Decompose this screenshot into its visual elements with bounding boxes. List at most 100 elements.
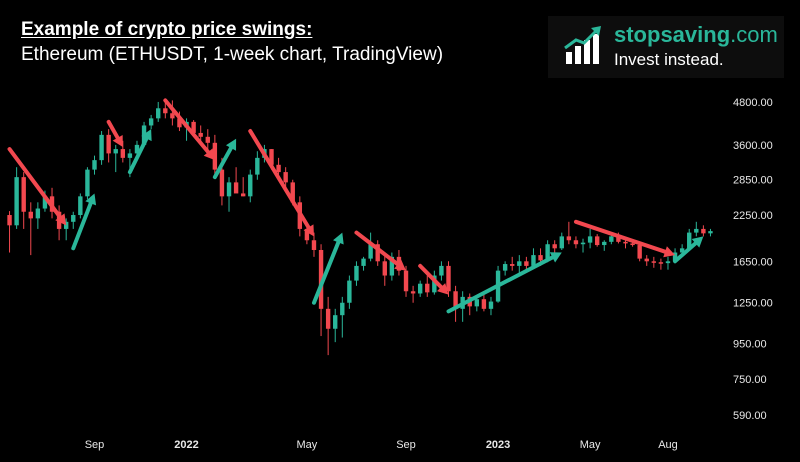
trend-arrow-down	[106, 119, 123, 147]
candle	[665, 256, 671, 270]
candle-body	[630, 243, 635, 246]
candle-body	[538, 255, 543, 261]
trend-arrow-shaft	[446, 253, 559, 314]
candle-body	[665, 261, 671, 264]
candle	[425, 275, 430, 297]
candle-body	[510, 264, 515, 266]
candle-body	[488, 301, 494, 309]
candle-body	[474, 299, 480, 307]
candle-body	[120, 149, 126, 158]
candle-body	[552, 244, 557, 249]
candle	[439, 261, 444, 281]
candle	[92, 155, 97, 175]
trend-arrow-head	[55, 213, 67, 226]
candle-body	[340, 302, 345, 316]
candle	[552, 240, 557, 253]
candle-body	[425, 283, 430, 293]
candle-body	[375, 244, 380, 262]
candle	[410, 285, 416, 303]
candle-body	[219, 169, 225, 197]
brand-name-main: stopsaving	[614, 22, 731, 47]
candle	[71, 211, 76, 229]
candle	[403, 265, 409, 297]
candle	[63, 218, 69, 241]
candle-body	[255, 157, 260, 175]
candle-body	[276, 164, 281, 173]
candle	[7, 211, 12, 253]
trend-arrow-head	[303, 224, 314, 237]
trend-arrow-shaft	[163, 98, 214, 158]
candle-body	[212, 142, 218, 170]
x-tick-label: Sep	[396, 439, 416, 451]
candle	[375, 240, 380, 266]
x-tick-label: 2022	[174, 439, 198, 451]
chart-subtitle: Ethereum (ETHUSDT, 1-week chart, Trading…	[21, 44, 444, 65]
candle	[531, 248, 536, 268]
trend-arrow-down	[573, 219, 676, 258]
candle	[602, 240, 607, 251]
candle-body	[71, 215, 76, 222]
brand-badge[interactable]: stopsaving.com Invest instead.	[548, 16, 784, 78]
trend-arrow-down	[7, 147, 67, 226]
candle	[382, 252, 387, 286]
candle-body	[502, 264, 508, 271]
trend-arrow-shaft	[673, 238, 701, 264]
candle	[354, 261, 359, 286]
candle-body	[28, 211, 33, 219]
candle-body	[226, 182, 232, 197]
candle	[644, 255, 649, 266]
candle	[148, 114, 154, 130]
y-tick-label: 2850.00	[733, 175, 773, 187]
candle	[325, 296, 331, 356]
candle	[594, 234, 600, 247]
trend-arrow-head	[691, 236, 704, 248]
candle-body	[616, 236, 621, 242]
x-axis: Sep 2022 May Sep 2023 May Aug	[85, 439, 678, 451]
candle-body	[573, 240, 579, 245]
candle-body	[170, 113, 175, 119]
bar-chart-growth-icon	[564, 26, 601, 64]
candle-body	[35, 208, 41, 219]
candle	[276, 157, 281, 175]
candle-body	[545, 244, 550, 261]
candle-body	[410, 291, 416, 294]
candle	[446, 261, 451, 297]
x-tick-label: 2023	[486, 439, 510, 451]
candle-body	[602, 241, 607, 246]
candle-body	[637, 245, 642, 259]
candle	[340, 296, 345, 338]
trend-arrow-up	[673, 236, 704, 264]
trend-arrow-head	[85, 193, 97, 206]
candle-body	[609, 236, 614, 242]
chart-title: Example of crypto price swings:	[21, 19, 313, 40]
trend-arrow-shaft	[212, 142, 236, 180]
trend-arrow-head	[203, 148, 215, 161]
candle-body	[85, 169, 90, 197]
brand-name: stopsaving.com	[614, 22, 778, 48]
x-tick-label: Aug	[658, 439, 678, 451]
trend-arrow-shaft	[311, 236, 343, 305]
candle	[566, 221, 572, 245]
candle-body	[191, 121, 196, 133]
candle	[106, 129, 111, 163]
candle	[417, 280, 423, 297]
trend-arrow-head	[663, 246, 676, 258]
x-tick-label: Sep	[85, 439, 105, 451]
candle-body	[517, 261, 522, 266]
trend-arrow-head	[437, 283, 449, 295]
candle	[701, 225, 706, 237]
candle-body	[14, 177, 19, 226]
candle-body	[446, 265, 451, 292]
trend-arrow-shaft	[418, 263, 447, 293]
candle-body	[240, 193, 246, 197]
candle-body	[333, 315, 338, 329]
trend-arrow-shaft	[127, 132, 151, 175]
candle	[113, 144, 118, 173]
candle-body	[177, 118, 182, 128]
candle	[205, 129, 210, 150]
candle-body	[594, 236, 600, 246]
candle	[694, 221, 699, 237]
candle	[255, 151, 260, 180]
candle-body	[63, 221, 69, 229]
y-tick-label: 3600.00	[733, 140, 773, 152]
